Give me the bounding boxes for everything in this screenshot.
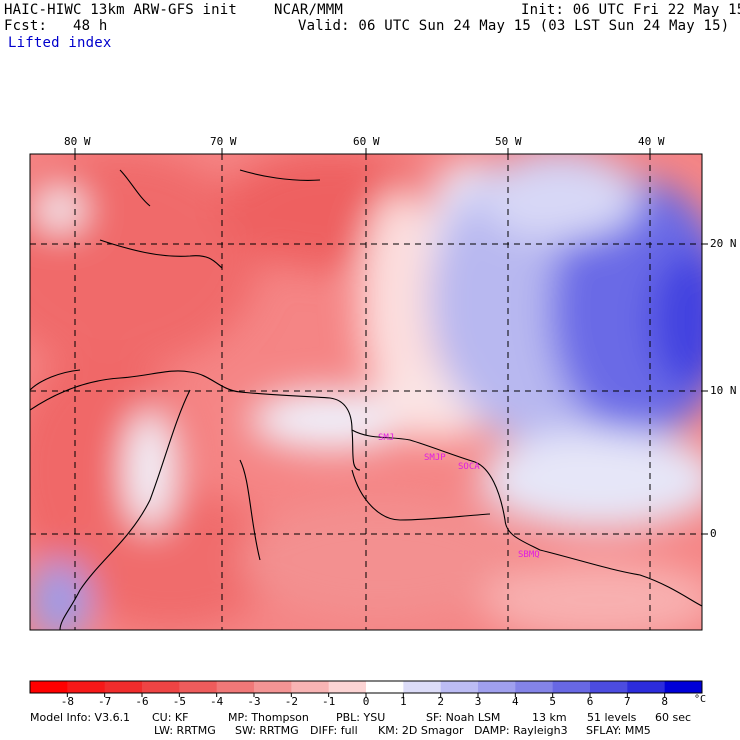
colorbar-tick-label: 1 bbox=[400, 695, 407, 708]
timestep: 60 sec bbox=[655, 711, 692, 724]
lat-label-10n: 10 N bbox=[710, 384, 737, 397]
field-name: Lifted index bbox=[8, 35, 112, 51]
valid-time: Valid: 06 UTC Sun 24 May 15 (03 LST Sun … bbox=[298, 18, 730, 34]
diffusion-setting: DIFF: full bbox=[310, 724, 358, 737]
lat-label-0: 0 bbox=[710, 527, 717, 540]
colorbar-swatch bbox=[328, 681, 367, 693]
lifted-index-field bbox=[30, 154, 702, 630]
lon-label-80w: 80 W bbox=[64, 135, 91, 148]
longwave-scheme: LW: RRTMG bbox=[154, 724, 216, 737]
colorbar-tick-label: 2 bbox=[437, 695, 444, 708]
colorbar-swatch bbox=[104, 681, 143, 693]
colorbar-swatch bbox=[627, 681, 666, 693]
surface-scheme: SF: Noah LSM bbox=[426, 711, 501, 724]
colorbar-tick-label: -7 bbox=[98, 695, 112, 708]
model-info: Model Info: V3.6.1 bbox=[30, 711, 131, 724]
colorbar-swatch bbox=[552, 681, 591, 693]
colorbar-tick-label: -5 bbox=[172, 695, 186, 708]
lon-label-60w: 60 W bbox=[353, 135, 380, 148]
colorbar-swatch bbox=[179, 681, 218, 693]
colorbar-swatch bbox=[590, 681, 628, 693]
lon-label-40w: 40 W bbox=[638, 135, 665, 148]
lon-label-50w: 50 W bbox=[495, 135, 522, 148]
surface-layer-setting: SFLAY: MM5 bbox=[586, 724, 651, 737]
km-setting: KM: 2D Smagor bbox=[378, 724, 464, 737]
cumulus-scheme: CU: KF bbox=[152, 711, 189, 724]
colorbar-tick-label: 7 bbox=[624, 695, 631, 708]
colorbar-tick-label: -6 bbox=[135, 695, 149, 708]
axis-ticks bbox=[74, 148, 708, 535]
pbl-scheme: PBL: YSU bbox=[336, 711, 386, 724]
colorbar-tick-label: 5 bbox=[549, 695, 556, 708]
colorbar-tick-label: 3 bbox=[474, 695, 482, 708]
vertical-levels: 51 levels bbox=[587, 711, 637, 724]
model-title: HAIC-HIWC 13km ARW-GFS init bbox=[4, 2, 237, 18]
damping-setting: DAMP: Rayleigh3 bbox=[474, 724, 568, 737]
resolution: 13 km bbox=[532, 711, 567, 724]
colorbar-swatch bbox=[291, 681, 330, 693]
colorbar-tick-label: 8 bbox=[661, 695, 668, 708]
colorbar-tick-label: -4 bbox=[210, 695, 224, 708]
colorbar-unit: °C bbox=[694, 694, 707, 705]
microphysics-scheme: MP: Thompson bbox=[228, 711, 309, 724]
colorbar-tick-label: -8 bbox=[60, 695, 74, 708]
colorbar-swatch bbox=[366, 681, 404, 693]
station-label-smj: SMJ bbox=[378, 433, 395, 443]
coastlines bbox=[30, 169, 702, 630]
colorbar-swatch bbox=[30, 681, 68, 693]
colorbar-swatch bbox=[664, 681, 703, 693]
colorbar-swatch bbox=[142, 681, 180, 693]
forecast-hour: Fcst: 48 h bbox=[4, 18, 108, 34]
colorbar-swatch bbox=[478, 681, 516, 693]
colorbar-tick-label: 0 bbox=[362, 695, 370, 708]
lat-lon-grid bbox=[30, 154, 702, 630]
colorbar bbox=[29, 680, 703, 697]
colorbar-tick-label: -1 bbox=[322, 695, 336, 708]
station-label-smjp: SMJP bbox=[424, 453, 446, 463]
init-time: Init: 06 UTC Fri 22 May 15 bbox=[521, 2, 740, 18]
colorbar-swatch bbox=[440, 681, 479, 693]
organization-label: NCAR/MMM bbox=[274, 2, 344, 18]
colorbar-tick-label: -2 bbox=[284, 695, 298, 708]
colorbar-swatch bbox=[403, 681, 442, 693]
colorbar-tick-label: 4 bbox=[512, 695, 519, 708]
shortwave-scheme: SW: RRTMG bbox=[235, 724, 299, 737]
lat-label-20n: 20 N bbox=[710, 237, 737, 250]
lon-label-70w: 70 W bbox=[210, 135, 237, 148]
station-label-soca: SOCA bbox=[458, 462, 480, 472]
colorbar-swatch bbox=[216, 681, 255, 693]
colorbar-swatch bbox=[254, 681, 292, 693]
colorbar-tick-label: -3 bbox=[247, 695, 261, 708]
station-label-sbmq: SBMQ bbox=[518, 550, 540, 560]
colorbar-swatch bbox=[67, 681, 106, 693]
colorbar-tick-label: 6 bbox=[586, 695, 594, 708]
colorbar-swatch bbox=[515, 681, 554, 693]
